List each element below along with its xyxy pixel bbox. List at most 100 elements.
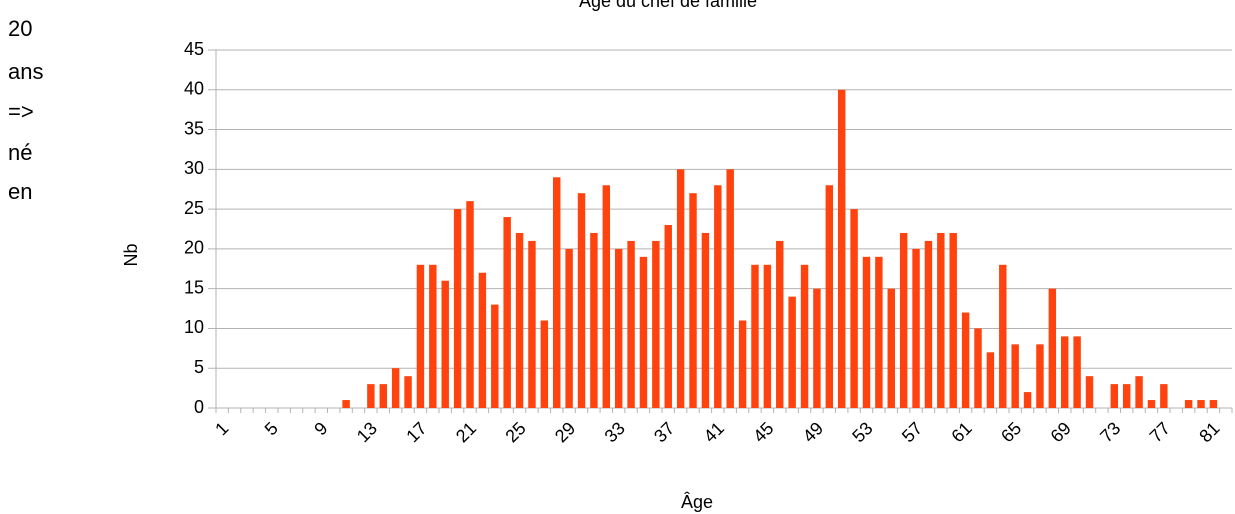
side-note-line: 20 — [8, 16, 32, 41]
bar — [367, 384, 375, 408]
y-tick-label: 15 — [184, 277, 204, 297]
bar — [751, 264, 759, 408]
y-tick-label: 0 — [194, 397, 204, 417]
y-tick-label: 35 — [184, 118, 204, 138]
bar — [491, 304, 499, 408]
bar — [503, 217, 511, 408]
x-tick-label: 69 — [1047, 418, 1075, 446]
bar — [416, 264, 425, 408]
bar — [689, 193, 697, 408]
x-tick-label: 21 — [452, 418, 480, 446]
x-tick-label: 57 — [898, 418, 926, 446]
bar — [1073, 336, 1081, 408]
bar — [726, 169, 734, 408]
bar — [949, 232, 957, 408]
bar — [924, 240, 933, 408]
x-tick-label: 45 — [749, 418, 777, 446]
bar — [763, 264, 772, 408]
x-tick-label: 17 — [402, 418, 430, 446]
x-tick-label: 81 — [1195, 418, 1223, 446]
bar — [862, 256, 871, 408]
bar — [912, 248, 920, 408]
x-tick-label: 1 — [211, 418, 232, 439]
bar — [1048, 288, 1057, 408]
bar — [714, 185, 722, 408]
bar — [1061, 336, 1069, 408]
bar — [974, 328, 982, 408]
bar — [577, 193, 586, 408]
bar — [850, 209, 858, 408]
bar — [800, 264, 809, 408]
bar — [515, 232, 524, 408]
bar — [379, 384, 387, 408]
bar — [1135, 376, 1143, 408]
bar — [342, 400, 350, 408]
bar — [676, 169, 685, 408]
bar — [1011, 344, 1019, 408]
bar — [899, 232, 908, 408]
bar — [875, 256, 883, 408]
bar — [937, 232, 945, 408]
x-tick-label: 41 — [700, 418, 728, 446]
bar — [1197, 400, 1205, 408]
bar — [837, 89, 846, 409]
bar — [1036, 344, 1044, 408]
x-tick-label: 53 — [848, 418, 876, 446]
x-tick-label: 77 — [1146, 418, 1174, 446]
bar — [1110, 384, 1119, 408]
bar — [528, 240, 536, 408]
bar — [701, 232, 710, 408]
bar — [986, 352, 995, 408]
bar — [738, 320, 747, 408]
x-tick-label: 13 — [353, 418, 381, 446]
side-note-line: en — [8, 179, 32, 204]
y-tick-label: 20 — [184, 238, 204, 258]
y-tick-label: 10 — [184, 317, 204, 337]
bar — [627, 240, 635, 408]
x-tick-label: 37 — [650, 418, 678, 446]
bar — [1023, 392, 1032, 408]
bar — [553, 177, 561, 408]
bar — [540, 320, 549, 408]
side-note-line: => — [8, 99, 34, 124]
bar — [1085, 376, 1094, 408]
x-axis-label: Âge — [681, 492, 713, 512]
y-tick-label: 30 — [184, 158, 204, 178]
bar — [1160, 384, 1168, 408]
chart-title: Âge du chef de famille — [579, 0, 757, 11]
bar — [776, 240, 784, 408]
bar — [590, 232, 598, 408]
bar — [614, 248, 623, 408]
x-tick-label: 61 — [947, 418, 975, 446]
bar — [441, 280, 449, 408]
bar — [652, 240, 660, 408]
bar — [453, 209, 462, 408]
bar — [887, 288, 895, 408]
bar — [1184, 400, 1193, 408]
x-tick-label: 65 — [997, 418, 1025, 446]
bar — [664, 225, 672, 408]
x-tick-label: 9 — [310, 418, 331, 439]
y-tick-label: 25 — [184, 198, 204, 218]
bar — [999, 264, 1007, 408]
x-tick-label: 33 — [601, 418, 629, 446]
side-note-line: ans — [8, 59, 43, 84]
bar — [602, 185, 611, 408]
y-tick-label: 40 — [184, 79, 204, 99]
x-tick-label: 73 — [1096, 418, 1124, 446]
x-tick-label: 5 — [261, 418, 282, 439]
y-tick-label: 45 — [184, 39, 204, 59]
side-note-line: né — [8, 140, 32, 165]
bar — [788, 296, 796, 408]
bar — [429, 264, 437, 408]
bar — [1147, 400, 1156, 408]
bar — [565, 248, 573, 408]
y-tick-label: 5 — [194, 357, 204, 377]
x-tick-label: 25 — [501, 418, 529, 446]
bar — [1122, 384, 1131, 408]
bar — [391, 368, 400, 408]
bar — [813, 288, 821, 408]
y-axis-label: Nb — [121, 243, 141, 266]
bar — [961, 312, 970, 408]
